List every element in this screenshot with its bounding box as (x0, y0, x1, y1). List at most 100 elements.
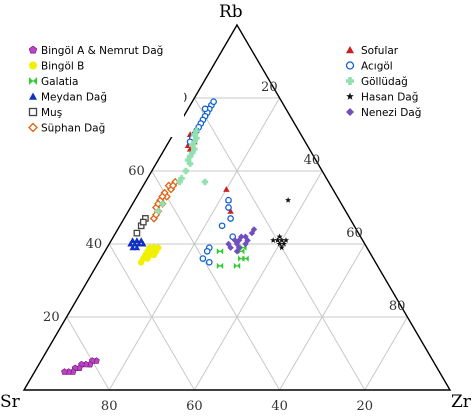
point-s4-7 (133, 244, 141, 251)
point-s3-4 (216, 248, 224, 255)
point-s9-8-shape (184, 156, 192, 164)
grid-line-zr-80 (364, 316, 408, 391)
point-s11-10 (238, 233, 245, 240)
point-s9-12 (201, 178, 209, 186)
legend-right-marker-3-shape (346, 77, 354, 85)
point-s8-20-shape (205, 258, 213, 266)
legend-left-marker-4-shape (29, 92, 37, 100)
point-s4-7-shape (133, 244, 141, 251)
grid-lines (66, 97, 408, 391)
point-s2-10-shape (137, 259, 145, 266)
legend-left: Bingöl A & Nemrut Dağ Bingöl B Galatia Meyd… (28, 45, 163, 135)
point-s11-9 (233, 248, 241, 255)
legend-left-marker-6 (28, 122, 38, 133)
point-s11-13-shape (231, 237, 239, 244)
tick-label-right-20: 20 (261, 80, 278, 95)
point-s9-15-shape (193, 127, 200, 134)
tick-label-bottom-40: 40 (271, 399, 288, 414)
point-s3-5 (216, 262, 224, 270)
point-s10-6 (276, 240, 283, 247)
point-s1-10 (61, 368, 68, 375)
point-s9-4 (189, 142, 196, 149)
point-s10-7-shape (276, 233, 283, 240)
point-s8-12 (225, 196, 232, 204)
grid-line-sr-80 (66, 316, 110, 391)
point-s9-4-shape (189, 142, 196, 149)
point-s9-13 (159, 200, 166, 207)
point-s5-3-shape (133, 229, 141, 237)
series-1 (61, 357, 100, 375)
series-11 (225, 226, 258, 255)
point-s9-2-shape (193, 135, 200, 142)
point-s3-6 (242, 255, 249, 262)
series-3 (216, 244, 249, 270)
point-s8-19-shape (199, 255, 207, 262)
point-s8-14-shape (227, 215, 234, 222)
grid-line-zr-60 (279, 243, 366, 391)
point-s8-22 (201, 105, 209, 113)
point-s9-11-shape (176, 178, 183, 186)
point-s4-4 (129, 244, 136, 251)
point-s7-8 (227, 208, 234, 214)
point-s4-6-shape (127, 240, 134, 247)
point-s10-7 (276, 233, 283, 240)
point-s11-6-shape (242, 233, 249, 240)
point-s8-13 (225, 204, 232, 211)
point-s4-9-shape (140, 240, 147, 247)
point-s11-13 (231, 237, 239, 244)
point-s10-2-shape (283, 237, 289, 243)
point-s4-5-shape (133, 237, 141, 243)
point-s9-15 (193, 127, 200, 134)
point-s6-11-shape (168, 181, 178, 190)
legend-left-marker-5-shape (28, 107, 38, 117)
legend-left-box (24, 40, 184, 137)
point-s8-15-shape (218, 222, 226, 230)
point-s4-1-shape (138, 237, 145, 243)
point-s5-4-shape (139, 218, 147, 226)
legend-left-label-6: Süphan Dağ (41, 123, 105, 135)
point-s4-8-shape (129, 237, 136, 243)
legend-left-marker-6-shape (28, 122, 38, 133)
point-s9-16 (186, 160, 194, 167)
legend-right-label-2: Acıgöl (361, 61, 393, 73)
legend-left-marker-1-shape (28, 45, 38, 54)
point-s10-2 (283, 237, 289, 243)
legend-right-marker-1-shape (346, 46, 354, 54)
point-s9-3 (191, 138, 198, 145)
point-s8-14 (227, 215, 234, 222)
point-s9-5 (191, 145, 198, 153)
point-s8-12-shape (225, 196, 232, 204)
point-s4-2 (135, 240, 143, 247)
legend-right-marker-5-shape (346, 108, 354, 116)
point-s10-5 (274, 237, 281, 243)
point-s9-7-shape (186, 153, 194, 160)
tick-label-right-40: 40 (304, 153, 321, 168)
point-s11-12 (227, 244, 234, 251)
point-s10-3-shape (278, 237, 285, 243)
point-s6-12 (158, 192, 167, 201)
point-s9-10-shape (178, 175, 185, 182)
apex-label-zr: Zr (451, 392, 472, 412)
point-s6-11 (168, 181, 178, 190)
point-s9-14-shape (155, 208, 162, 215)
point-s10-9 (278, 244, 285, 251)
tick-label-left-60: 60 (128, 164, 145, 179)
legend-left-marker-3 (29, 77, 37, 85)
point-s8-15 (218, 222, 226, 230)
point-s9-6 (189, 149, 196, 156)
point-s8-20 (205, 258, 213, 266)
series-8 (186, 98, 237, 266)
point-s9-9-shape (182, 167, 190, 175)
point-s5-4 (139, 218, 147, 226)
point-s9-11 (176, 178, 183, 186)
point-s4-8 (129, 237, 136, 243)
legend-right-marker-2-shape (345, 61, 355, 70)
tick-label-left-40: 40 (86, 237, 103, 252)
legend-right-marker-4-shape (346, 92, 354, 100)
legend-left-marker-1 (28, 45, 38, 54)
series-2 (137, 244, 162, 266)
point-s9-12-shape (201, 178, 209, 186)
apex-label-sr: Sr (0, 392, 21, 412)
legend-right-marker-3 (346, 77, 354, 85)
